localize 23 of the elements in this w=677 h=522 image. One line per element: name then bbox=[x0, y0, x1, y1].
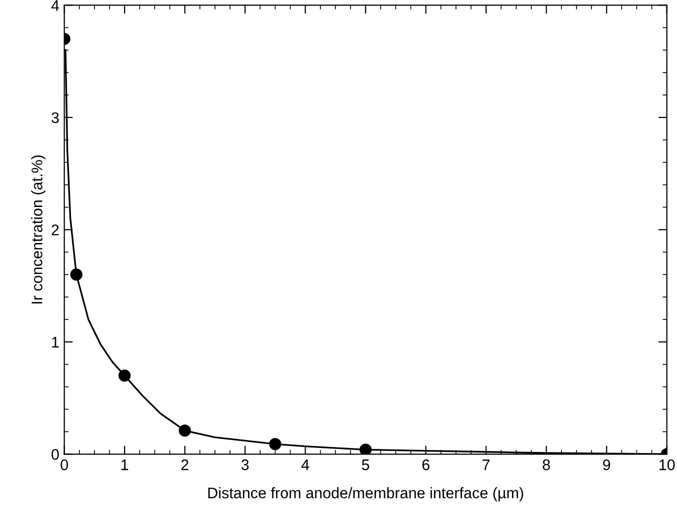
x-tick-label: 6 bbox=[422, 459, 430, 470]
x-tick-label: 7 bbox=[482, 460, 490, 470]
point bbox=[70, 268, 82, 281]
x-axis-title: Distance from anode/membrane interface (µm) bbox=[208, 487, 524, 502]
x-tick-label: 1 bbox=[121, 460, 128, 470]
x-tick-label: 8 bbox=[542, 459, 550, 470]
x-tick-label: 0 bbox=[60, 459, 68, 470]
point bbox=[360, 444, 372, 454]
x-tick-label: 2 bbox=[181, 459, 188, 470]
x-tick-label: 4 bbox=[301, 460, 310, 470]
x-tick-label: 9 bbox=[603, 459, 610, 470]
x-tick-label: 3 bbox=[241, 459, 249, 470]
point bbox=[178, 424, 191, 437]
point bbox=[269, 438, 282, 450]
y-tick-label: 4 bbox=[51, 0, 60, 11]
y-tick-label: 0 bbox=[52, 449, 59, 460]
y-tick-label: 2 bbox=[52, 224, 59, 236]
y-tick-label: 3 bbox=[52, 112, 59, 124]
y-tick-label: 1 bbox=[52, 336, 59, 348]
y-axis-title: Ir concentration (at.%) bbox=[31, 155, 46, 304]
point bbox=[118, 370, 131, 382]
x-tick-label: 5 bbox=[362, 460, 370, 470]
x-tick-label: 10 bbox=[660, 459, 675, 470]
